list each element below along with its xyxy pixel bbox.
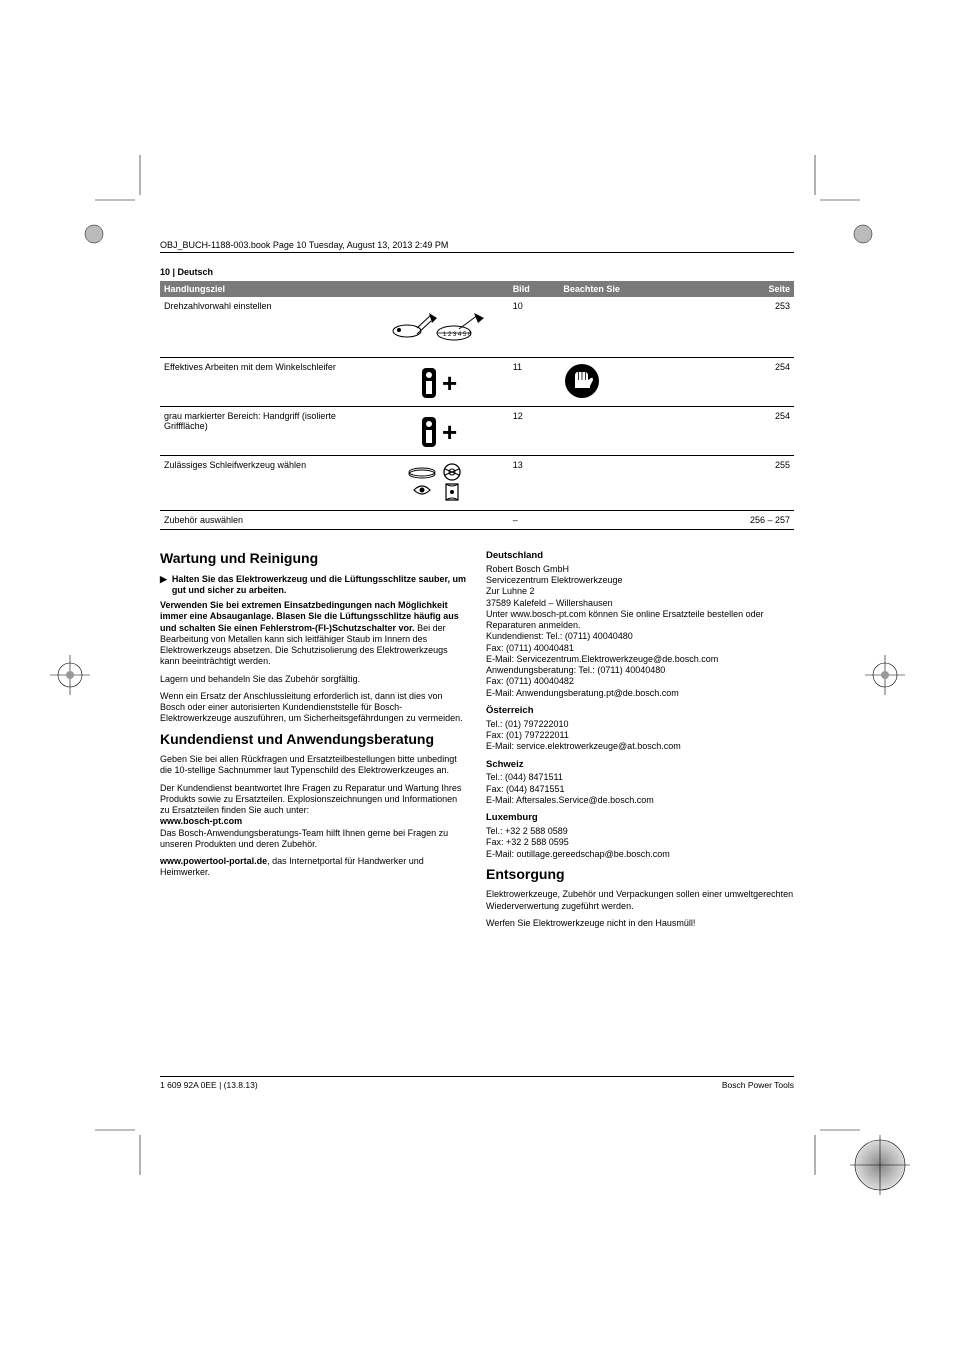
- img-number: 10: [509, 297, 560, 358]
- paragraph: Der Kundendienst beantwortet Ihre Fragen…: [160, 783, 468, 851]
- paragraph: www.powertool-portal.de, das Internetpor…: [160, 856, 468, 879]
- heading-country-at: Österreich: [486, 705, 794, 717]
- page-language: Deutsch: [178, 267, 214, 277]
- footer-left: 1 609 92A 0EE | (13.8.13): [160, 1080, 258, 1090]
- note-cell: [559, 407, 698, 456]
- table-row: Effektives Arbeiten mit dem Winkelschlei…: [160, 358, 794, 407]
- goal-text: Drehzahlvorwahl einstellen: [160, 297, 369, 358]
- paragraph: Geben Sie bei allen Rückfragen und Ersat…: [160, 754, 468, 777]
- running-header: OBJ_BUCH-1188-003.book Page 10 Tuesday, …: [160, 240, 794, 253]
- heading-disposal: Entsorgung: [486, 866, 794, 884]
- address-line: Tel.: (044) 8471511: [486, 772, 794, 783]
- goals-table: Handlungsziel Bild Beachten Sie Seite Dr…: [160, 281, 794, 530]
- goal-illustration: +: [369, 358, 508, 407]
- address-line: Fax: (0711) 40040482: [486, 676, 794, 687]
- footer-right: Bosch Power Tools: [722, 1080, 794, 1090]
- page-content: OBJ_BUCH-1188-003.book Page 10 Tuesday, …: [160, 240, 794, 935]
- registration-mark-right: [860, 650, 910, 705]
- address-line: Robert Bosch GmbH: [486, 564, 794, 575]
- img-number: 13: [509, 456, 560, 511]
- goal-text: Zubehör auswählen: [160, 511, 369, 530]
- img-number: –: [509, 511, 560, 530]
- address-line: E-Mail: service.elektrowerkzeuge@at.bosc…: [486, 741, 794, 752]
- goal-illustration: 1 2 3 4 5 6: [369, 297, 508, 358]
- goal-text: Zulässiges Schleifwerkzeug wählen: [160, 456, 369, 511]
- address-line: Fax: +32 2 588 0595: [486, 837, 794, 848]
- paragraph: Werfen Sie Elektrowerkzeuge nicht in den…: [486, 918, 794, 929]
- table-row: Drehzahlvorwahl einstellen: [160, 297, 794, 358]
- address-line: Zur Luhne 2: [486, 586, 794, 597]
- img-number: 12: [509, 407, 560, 456]
- page-number: 10: [160, 267, 170, 277]
- paragraph: Wenn ein Ersatz der Anschlussleitung erf…: [160, 691, 468, 725]
- link-bosch-pt: www.bosch-pt.com: [160, 816, 242, 826]
- th-note: Beachten Sie: [559, 281, 698, 297]
- page-ref: 256 – 257: [699, 511, 794, 530]
- page-ref: 253: [699, 297, 794, 358]
- address-line: 37589 Kalefeld – Willershausen: [486, 598, 794, 609]
- gloves-icon: [563, 362, 601, 400]
- address-line: E-Mail: Aftersales.Service@de.bosch.com: [486, 795, 794, 806]
- page-ref: 254: [699, 358, 794, 407]
- heading-country-ch: Schweiz: [486, 759, 794, 771]
- note-cell: [559, 511, 698, 530]
- heading-country-lu: Luxemburg: [486, 812, 794, 824]
- note-cell: [559, 456, 698, 511]
- address-line: Tel.: (01) 797222010: [486, 719, 794, 730]
- address-line: Anwendungsberatung: Tel.: (0711) 4004048…: [486, 665, 794, 676]
- paragraph: Elektrowerkzeuge, Zubehör und Verpackung…: [486, 889, 794, 912]
- heading-maintenance: Wartung und Reinigung: [160, 550, 468, 568]
- address-line: Unter www.bosch-pt.com können Sie online…: [486, 609, 794, 632]
- goal-text: grau markierter Bereich: Handgriff (isol…: [160, 407, 369, 456]
- table-row: grau markierter Bereich: Handgriff (isol…: [160, 407, 794, 456]
- right-column: Deutschland Robert Bosch GmbH Servicezen…: [486, 544, 794, 935]
- address-line: E-Mail: Servicezentrum.Elektrowerkzeuge@…: [486, 654, 794, 665]
- address-line: Servicezentrum Elektrowerkzeuge: [486, 575, 794, 586]
- page-footer: 1 609 92A 0EE | (13.8.13) Bosch Power To…: [160, 1076, 794, 1090]
- paragraph: Lagern und behandeln Sie das Zubehör sor…: [160, 674, 468, 685]
- goal-text: Effektives Arbeiten mit dem Winkelschlei…: [160, 358, 369, 407]
- page-ref: 254: [699, 407, 794, 456]
- address-line: E-Mail: Anwendungsberatung.pt@de.bosch.c…: [486, 688, 794, 699]
- heading-country-de: Deutschland: [486, 550, 794, 562]
- th-goal: Handlungsziel: [160, 281, 509, 297]
- bullet-text: Halten Sie das Elektrowerkzeug und die L…: [172, 574, 468, 597]
- page-number-label: 10 | Deutsch: [160, 267, 794, 277]
- th-img: Bild: [509, 281, 560, 297]
- note-cell: [559, 297, 698, 358]
- address-line: Fax: (01) 797222011: [486, 730, 794, 741]
- crop-mark-tr: [805, 155, 860, 210]
- registration-mark-br-large: [845, 1130, 915, 1205]
- address-line: Fax: (044) 8471551: [486, 784, 794, 795]
- crop-mark-tl: [95, 155, 150, 210]
- table-row: Zubehör auswählen – 256 – 257: [160, 511, 794, 530]
- address-line: E-Mail: outillage.gereedschap@be.bosch.c…: [486, 849, 794, 860]
- svg-text:+: +: [442, 417, 457, 447]
- th-page: Seite: [699, 281, 794, 297]
- crop-mark-bl: [95, 1120, 150, 1175]
- goal-illustration: [369, 456, 508, 511]
- img-number: 11: [509, 358, 560, 407]
- address-line: Fax: (0711) 40040481: [486, 643, 794, 654]
- svg-text:+: +: [442, 368, 457, 398]
- heading-service: Kundendienst und Anwendungsberatung: [160, 731, 468, 749]
- table-row: Zulässiges Schleifwerkzeug wählen: [160, 456, 794, 511]
- goal-illustration: +: [369, 407, 508, 456]
- note-cell: [559, 358, 698, 407]
- paragraph: Verwenden Sie bei extremen Einsatzbeding…: [160, 600, 468, 668]
- address-line: Tel.: +32 2 588 0589: [486, 826, 794, 837]
- registration-dot-tr: [851, 222, 875, 251]
- link-powertool-portal: www.powertool-portal.de: [160, 856, 267, 866]
- registration-dot-tl: [82, 222, 106, 251]
- bullet-arrow-icon: ▶: [160, 574, 167, 597]
- svg-text:1 2 3 4 5 6: 1 2 3 4 5 6: [443, 332, 472, 338]
- page-ref: 255: [699, 456, 794, 511]
- address-line: Kundendienst: Tel.: (0711) 40040480: [486, 631, 794, 642]
- left-column: Wartung und Reinigung ▶ Halten Sie das E…: [160, 544, 468, 935]
- registration-mark-left: [45, 650, 95, 705]
